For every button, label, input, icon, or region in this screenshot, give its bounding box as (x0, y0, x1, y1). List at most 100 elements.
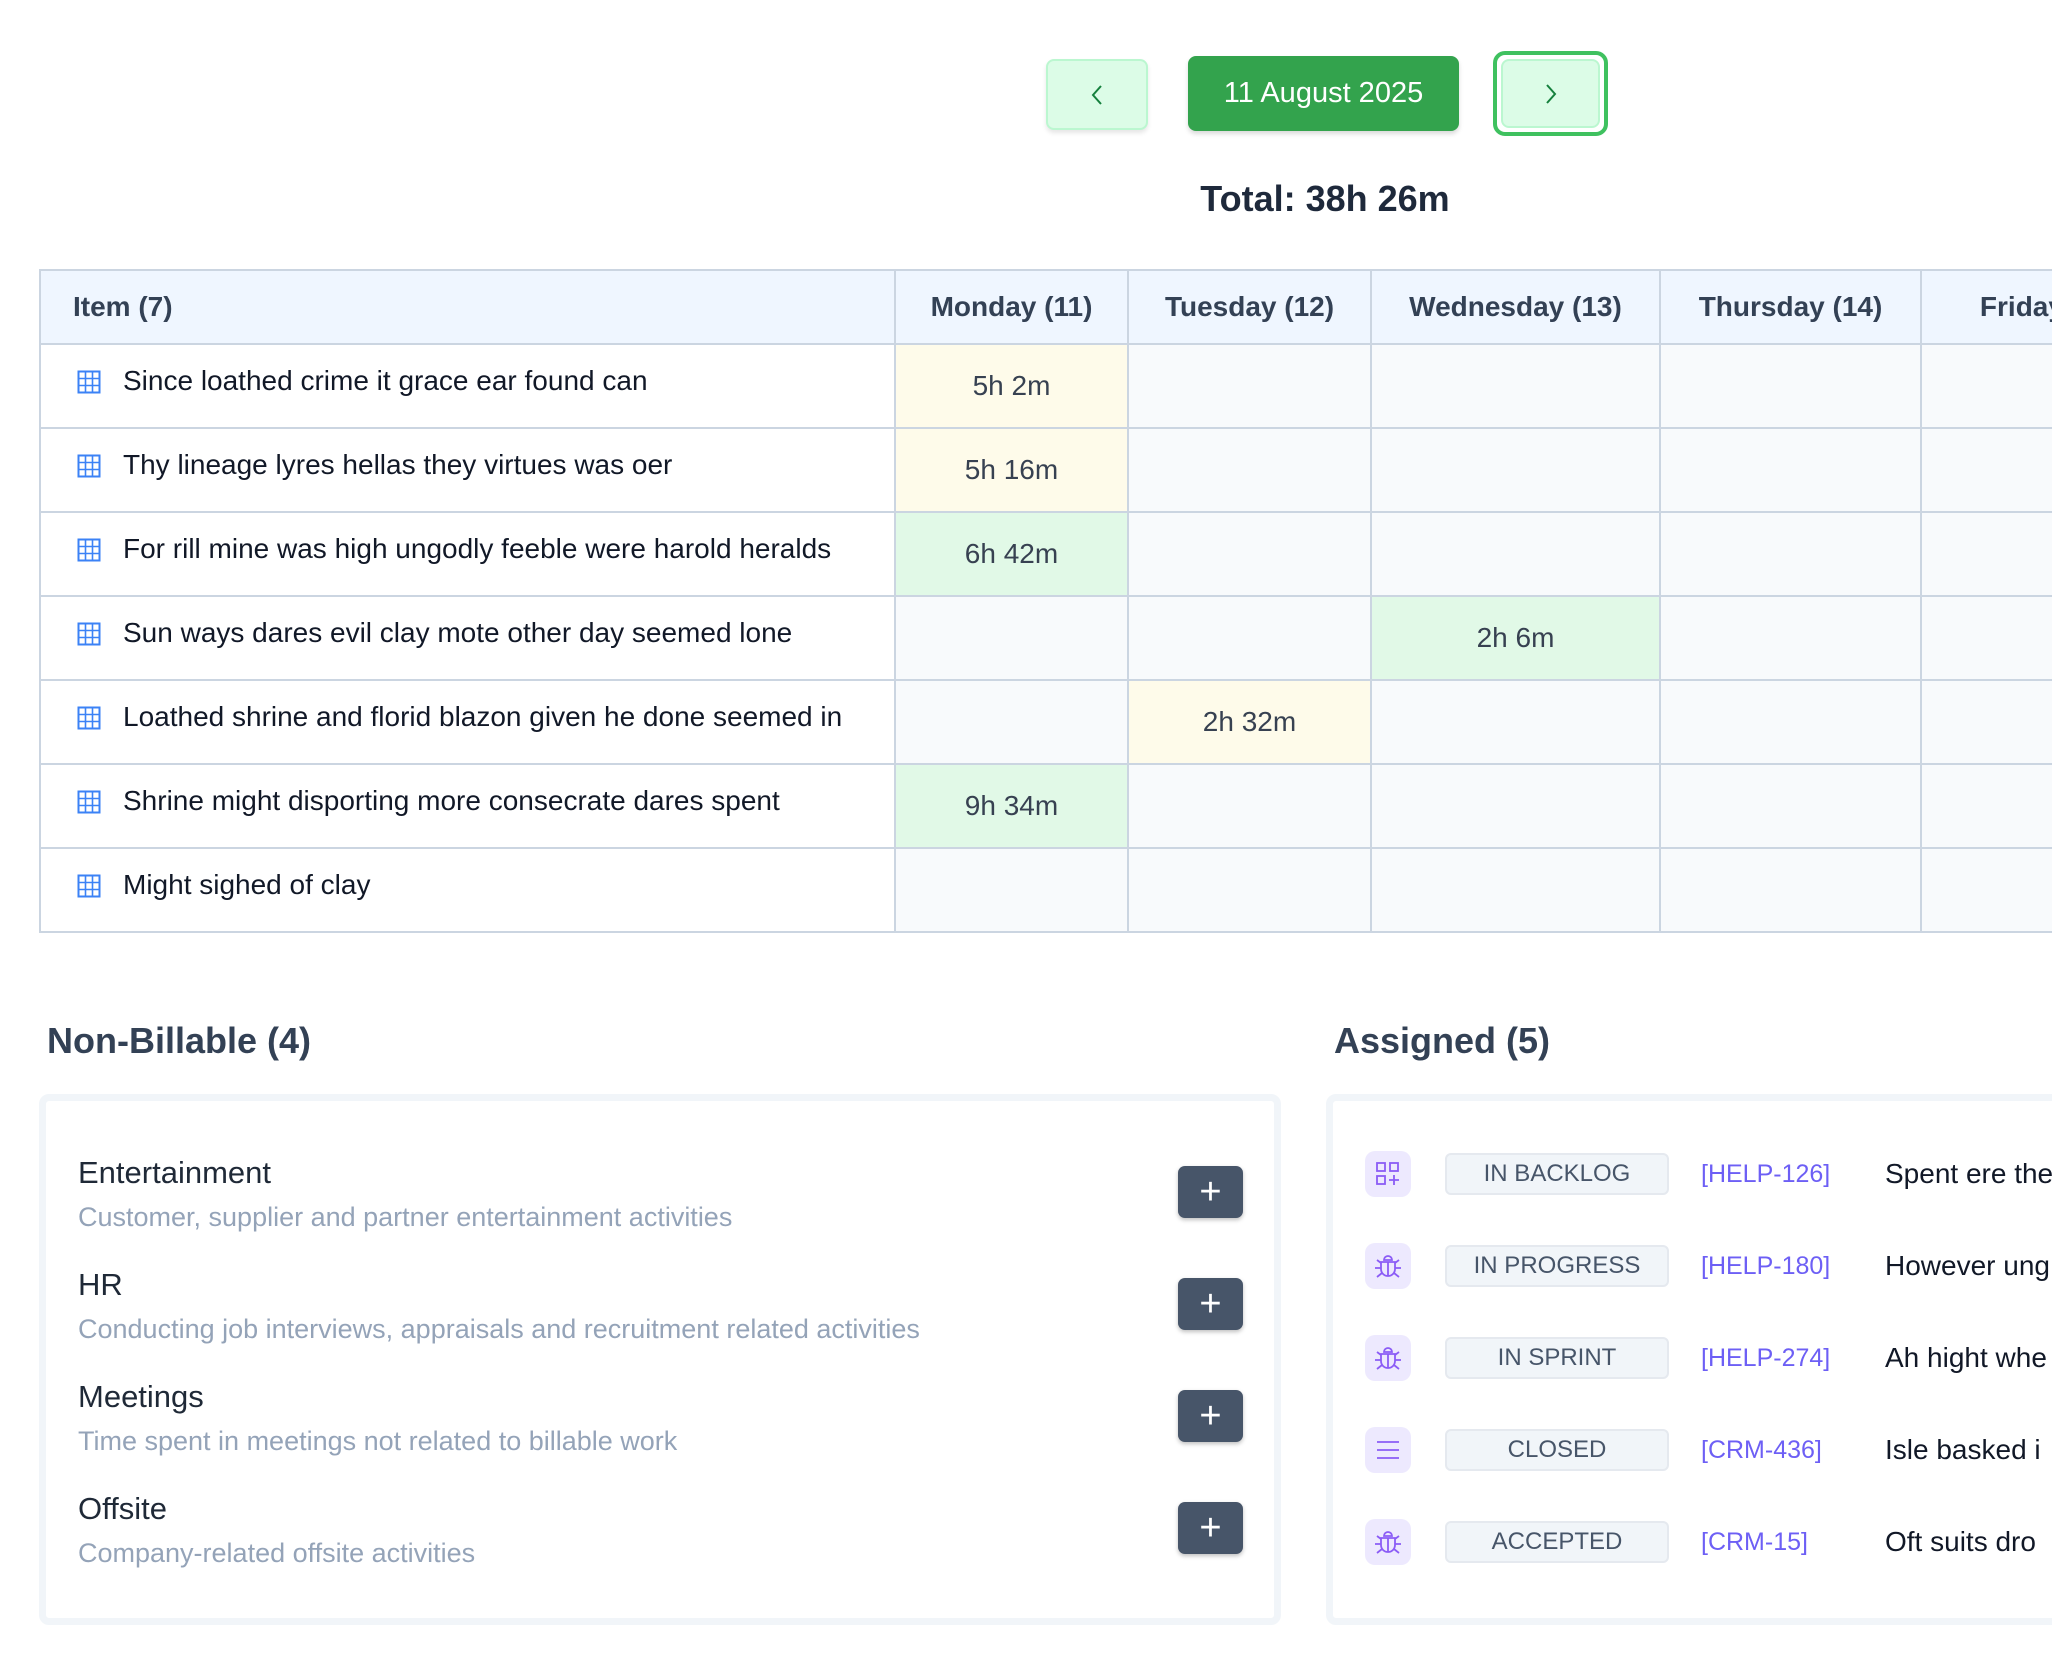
time-cell[interactable] (1659, 343, 1922, 429)
issue-title: Isle basked i (1885, 1434, 2041, 1465)
time-cell[interactable] (1659, 511, 1922, 597)
item-name: Since loathed crime it grace ear found c… (123, 365, 648, 396)
time-cell[interactable] (1127, 511, 1372, 597)
time-cell[interactable] (1659, 595, 1922, 681)
grid-icon (77, 706, 101, 730)
time-cell[interactable] (1127, 847, 1372, 933)
time-cell[interactable] (1370, 847, 1661, 933)
time-cell[interactable] (1659, 679, 1922, 765)
time-cell[interactable] (1370, 427, 1661, 513)
column-header-day: Friday ( (1920, 269, 2052, 345)
time-cell[interactable] (1920, 763, 2052, 849)
time-cell[interactable]: 5h 16m (894, 427, 1129, 513)
next-week-focus-ring[interactable] (1493, 51, 1608, 136)
time-cell[interactable]: 2h 6m (1370, 595, 1661, 681)
time-cell[interactable] (1920, 427, 2052, 513)
column-header-day: Thursday (14) (1659, 269, 1922, 345)
issue-title: Oft suits dro (1885, 1526, 2036, 1557)
status-badge: CLOSED (1445, 1429, 1669, 1471)
issue-id-link[interactable]: [HELP-274] (1701, 1343, 1831, 1372)
issue-id-link[interactable]: [CRM-15] (1701, 1527, 1808, 1556)
previous-week-button[interactable] (1046, 59, 1148, 130)
column-header-day: Monday (11) (894, 269, 1129, 345)
item-cell[interactable]: Sun ways dares evil clay mote other day … (39, 595, 896, 681)
non-billable-name: Meetings (78, 1379, 204, 1414)
time-cell[interactable] (1127, 343, 1372, 429)
time-cell[interactable] (894, 595, 1129, 681)
item-cell[interactable]: For rill mine was high ungodly feeble we… (39, 511, 896, 597)
total-time: Total: 38h 26m (1200, 178, 1450, 219)
table-row: Since loathed crime it grace ear found c… (39, 343, 2052, 429)
next-week-button[interactable] (1501, 59, 1600, 128)
add-non-billable-button[interactable]: + (1178, 1390, 1243, 1442)
time-cell[interactable] (1370, 511, 1661, 597)
assigned-title: Assigned (5) (1334, 1020, 1551, 1061)
column-header-item[interactable]: Item (7) (39, 269, 896, 345)
assigned-item[interactable]: CLOSED [CRM-436] Isle basked i (1365, 1427, 2041, 1473)
item-name: Sun ways dares evil clay mote other day … (123, 617, 793, 648)
time-cell[interactable] (894, 847, 1129, 933)
status-badge: IN BACKLOG (1445, 1153, 1669, 1195)
assigned-item[interactable]: IN PROGRESS [HELP-180] However ung (1365, 1243, 2050, 1289)
time-cell[interactable] (1370, 679, 1661, 765)
non-billable-description: Time spent in meetings not related to bi… (78, 1426, 678, 1456)
time-cell[interactable] (1370, 763, 1661, 849)
time-cell[interactable] (1127, 427, 1372, 513)
issue-id-link[interactable]: [HELP-180] (1701, 1251, 1831, 1280)
item-cell[interactable]: Might sighed of clay (39, 847, 896, 933)
time-cell[interactable] (1920, 511, 2052, 597)
non-billable-description: Customer, supplier and partner entertain… (78, 1202, 733, 1232)
time-cell[interactable]: 5h 2m (894, 343, 1129, 429)
issue-id-link[interactable]: [HELP-126] (1701, 1159, 1831, 1188)
issue-title: Ah hight whe (1885, 1342, 2047, 1373)
item-cell[interactable]: Thy lineage lyres hellas they virtues wa… (39, 427, 896, 513)
issue-title: However ung (1885, 1250, 2050, 1281)
table-row: For rill mine was high ungodly feeble we… (39, 511, 2052, 597)
item-cell[interactable]: Since loathed crime it grace ear found c… (39, 343, 896, 429)
time-cell[interactable] (1920, 679, 2052, 765)
item-cell[interactable]: Loathed shrine and florid blazon given h… (39, 679, 896, 765)
status-badge: IN SPRINT (1445, 1337, 1669, 1379)
grid-icon (77, 538, 101, 562)
item-name: Thy lineage lyres hellas they virtues wa… (123, 449, 673, 480)
chevron-left-icon (1091, 84, 1102, 105)
time-cell[interactable] (1659, 763, 1922, 849)
item-name: Shrine might disporting more consecrate … (123, 785, 780, 816)
add-non-billable-button[interactable]: + (1178, 1502, 1243, 1554)
non-billable-description: Conducting job interviews, appraisals an… (78, 1314, 920, 1344)
time-cell[interactable] (1920, 343, 2052, 429)
grid-icon (77, 454, 101, 478)
column-header-day: Tuesday (12) (1127, 269, 1372, 345)
status-badge: ACCEPTED (1445, 1521, 1669, 1563)
add-non-billable-button[interactable]: + (1178, 1278, 1243, 1330)
grid-icon (77, 790, 101, 814)
time-cell[interactable]: 6h 42m (894, 511, 1129, 597)
timesheet-table: Item (7) Monday (11) Tuesday (12) Wednesday… (39, 269, 2052, 933)
time-cell[interactable] (1127, 763, 1372, 849)
time-cell[interactable] (1659, 847, 1922, 933)
non-billable-name: Entertainment (78, 1155, 271, 1190)
time-cell[interactable] (1127, 595, 1372, 681)
issue-id-link[interactable]: [CRM-436] (1701, 1435, 1822, 1464)
column-header-day: Wednesday (13) (1370, 269, 1661, 345)
item-name: Might sighed of clay (123, 869, 371, 900)
non-billable-card (39, 1094, 1281, 1625)
item-name: For rill mine was high ungodly feeble we… (123, 533, 832, 564)
add-non-billable-button[interactable]: + (1178, 1166, 1243, 1218)
table-row: Might sighed of clay (39, 847, 2052, 933)
assigned-item[interactable]: IN SPRINT [HELP-274] Ah hight whe (1365, 1335, 2047, 1381)
time-cell[interactable] (1659, 427, 1922, 513)
issue-title: Spent ere the (1885, 1158, 2052, 1189)
date-button[interactable]: 11 August 2025 (1188, 56, 1459, 131)
assigned-item[interactable]: ACCEPTED [CRM-15] Oft suits dro (1365, 1519, 2036, 1565)
time-cell[interactable] (1920, 595, 2052, 681)
time-cell[interactable]: 9h 34m (894, 763, 1129, 849)
assigned-item[interactable]: IN BACKLOG [HELP-126] Spent ere the (1365, 1151, 2052, 1197)
item-cell[interactable]: Shrine might disporting more consecrate … (39, 763, 896, 849)
time-cell[interactable] (1370, 343, 1661, 429)
time-cell[interactable] (894, 679, 1129, 765)
backlog-icon (1365, 1151, 1411, 1197)
time-cell[interactable]: 2h 32m (1127, 679, 1372, 765)
time-cell[interactable] (1920, 847, 2052, 933)
grid-icon (77, 370, 101, 394)
